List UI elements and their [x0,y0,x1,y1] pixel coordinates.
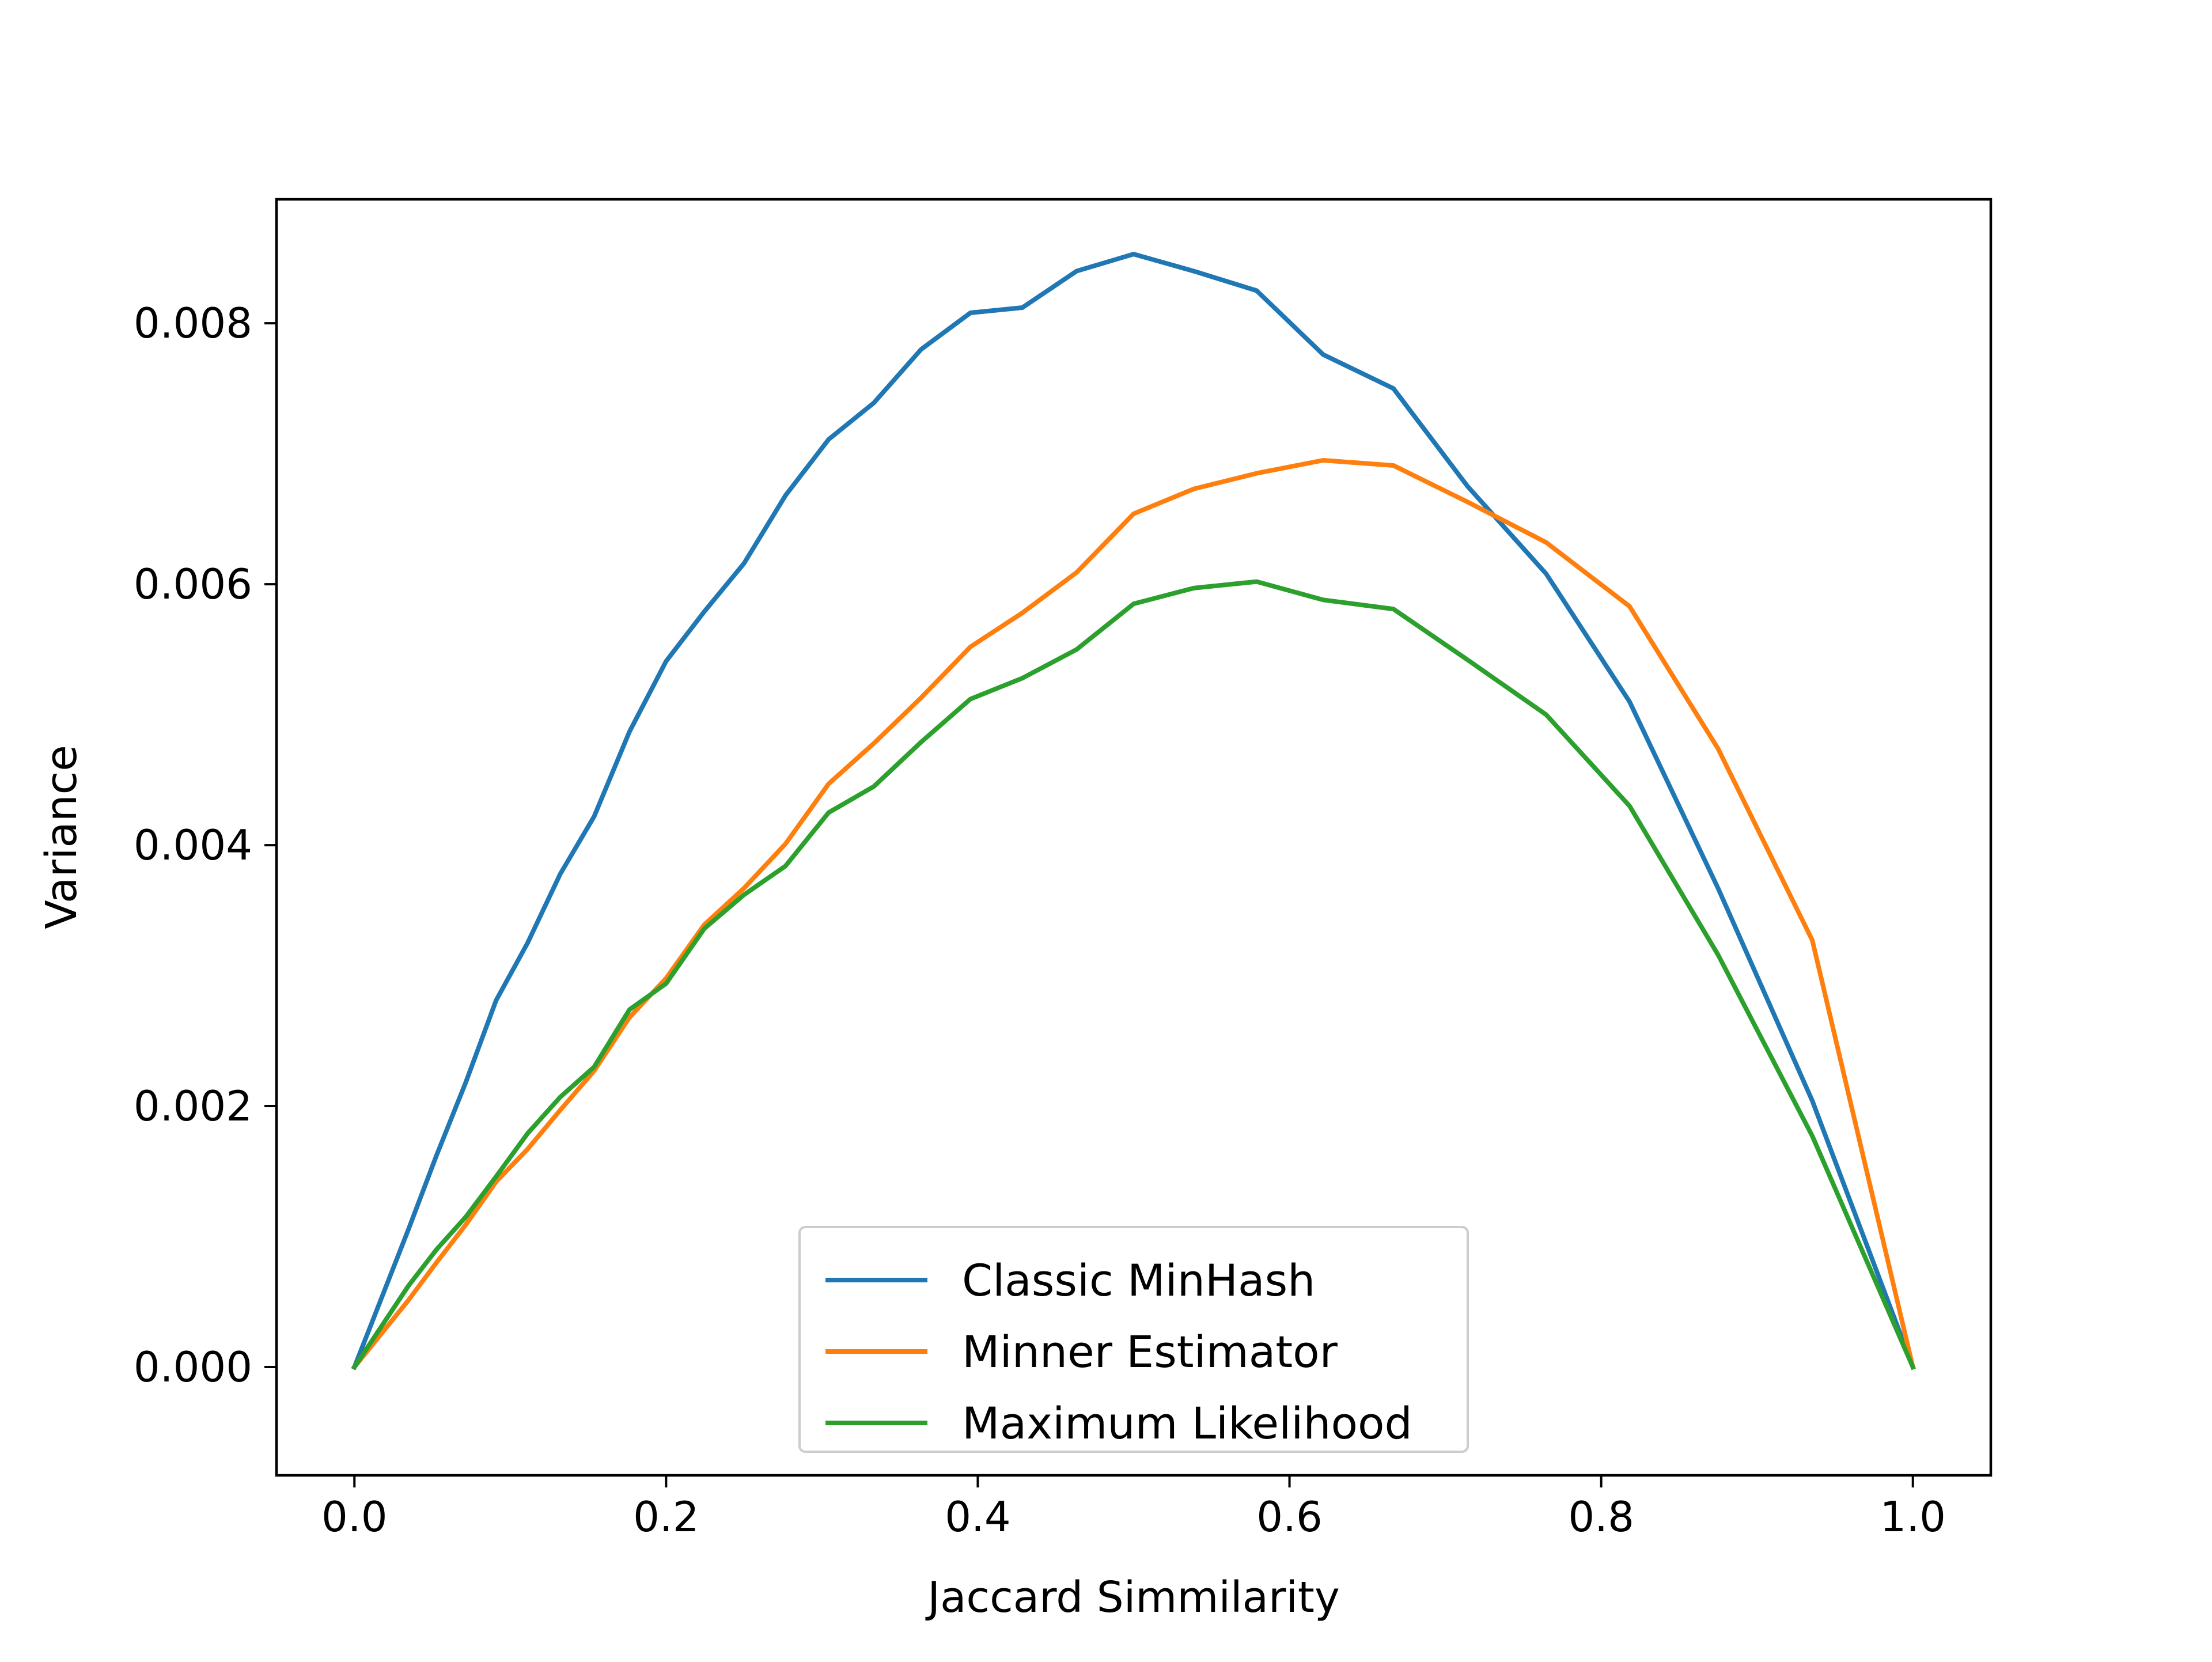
legend-label-0: Classic MinHash [962,1255,1315,1306]
y-tick-label: 0.000 [134,1343,252,1391]
legend: Classic MinHash Minner Estimator Maximum L… [798,1226,1469,1453]
series-layer [351,252,1916,1371]
y-tick-label: 0.008 [134,299,252,347]
y-axis-label: Variance [37,745,86,929]
legend-label-1: Minner Estimator [962,1326,1338,1377]
x-tick-label: 0.4 [945,1493,1011,1541]
x-tick-label: 0.8 [1568,1493,1634,1541]
legend-label-2: Maximum Likelihood [962,1398,1412,1449]
plot-frame [275,198,1993,1477]
y-tick-label: 0.006 [134,560,252,608]
x-tick-label: 0.0 [321,1493,388,1541]
legend-box [798,1226,1469,1453]
x-axis-label: Jaccard Simmilarity [925,1573,1339,1622]
x-tick-label: 0.6 [1256,1493,1323,1541]
series-line-0 [351,252,1916,1371]
y-tick-label: 0.002 [134,1082,252,1130]
x-tick-label: 0.2 [633,1493,699,1541]
x-tick-label: 1.0 [1880,1493,1946,1541]
x-axis: 0.0 0.2 0.4 0.6 0.8 1.0 [321,1475,1946,1541]
series-line-1 [351,458,1916,1371]
y-tick-label: 0.004 [134,821,252,869]
series-line-2 [351,579,1916,1371]
y-axis: 0.000 0.002 0.004 0.006 0.008 [134,299,276,1391]
